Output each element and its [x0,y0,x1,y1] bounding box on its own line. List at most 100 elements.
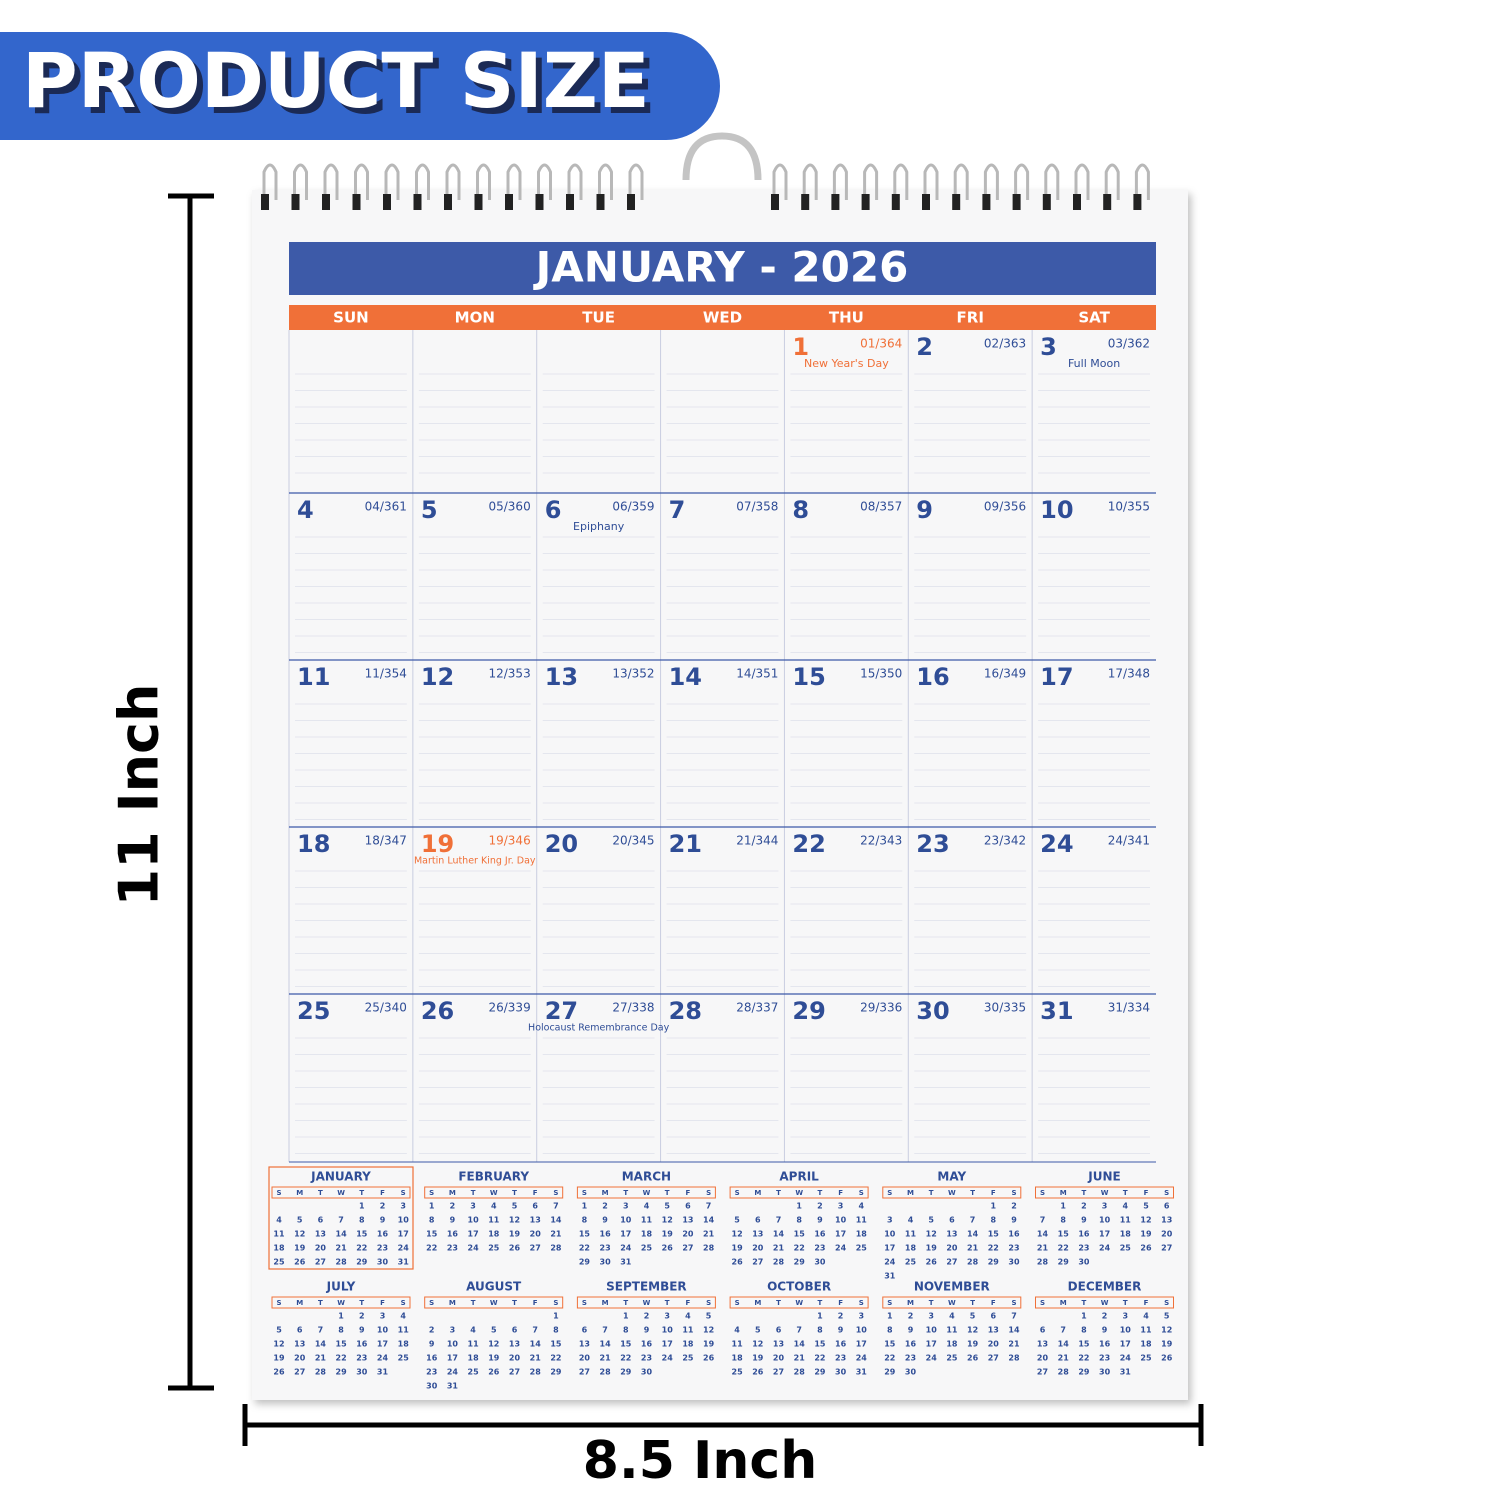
day-of-year: 25/340 [365,1001,407,1015]
mini-day: 1 [429,1202,435,1211]
ring-hole [1012,194,1021,210]
mini-day: 26 [1161,1354,1173,1363]
mini-day: 27 [509,1368,520,1377]
mini-day: 27 [1037,1368,1048,1377]
mini-day: 10 [377,1326,389,1335]
ring-hole [474,194,483,210]
day-number: 29 [792,997,825,1025]
mini-day: 4 [685,1312,691,1321]
mini-day: 19 [294,1244,306,1253]
mini-month-name: OCTOBER [767,1280,831,1294]
ring-hole [771,194,779,210]
ring-hole [413,194,422,210]
mini-day: 6 [318,1216,324,1225]
mini-day: 10 [1099,1216,1111,1225]
mini-weekday: M [449,1189,456,1197]
mini-day: 11 [273,1230,285,1239]
mini-weekday: W [337,1299,345,1307]
mini-month-name: APRIL [779,1170,819,1184]
mini-weekday-box [271,1296,411,1309]
mini-day: 12 [703,1326,714,1335]
mini-weekday: F [838,1299,843,1307]
mini-day: 12 [294,1230,305,1239]
mini-weekday-box [271,1186,411,1199]
mini-day: 1 [338,1312,344,1321]
mini-weekday: S [1011,1299,1016,1307]
day-of-year: 09/356 [984,500,1026,514]
mini-day: 29 [336,1368,348,1377]
mini-weekday: S [1011,1189,1016,1197]
day-note: Martin Luther King Jr. Day [414,856,536,867]
ring [354,163,369,208]
mini-day: 29 [794,1258,806,1267]
mini-weekday: S [401,1299,406,1307]
mini-day: 16 [1099,1340,1111,1349]
mini-day: 2 [359,1312,365,1321]
mini-day: 28 [550,1244,562,1253]
mini-day: 5 [664,1202,670,1211]
mini-day: 29 [579,1258,591,1267]
ring [923,163,939,208]
ring-hole [627,194,635,210]
mini-day: 25 [468,1368,480,1377]
mini-day: 12 [509,1216,520,1225]
mini-day: 24 [884,1258,896,1267]
mini-day: 21 [336,1244,348,1253]
mini-day: 8 [429,1216,435,1225]
mini-day: 30 [835,1368,847,1377]
mini-day: 26 [488,1368,500,1377]
mini-day: 24 [835,1244,847,1253]
mini-weekday: T [970,1189,975,1197]
ring [1074,163,1090,208]
mini-day: 11 [488,1216,500,1225]
mini-day: 23 [1008,1244,1019,1253]
mini-day: 23 [447,1244,458,1253]
mini-day: 18 [1140,1340,1152,1349]
mini-weekday-box [882,1186,1022,1199]
mini-day: 18 [732,1354,744,1363]
mini-day: 3 [623,1202,629,1211]
mini-day: 15 [336,1340,348,1349]
ring [323,163,339,208]
mini-day: 31 [1120,1368,1132,1377]
mini-day: 21 [1037,1244,1049,1253]
mini-weekday: W [490,1189,498,1197]
mini-day: 31 [620,1258,632,1267]
mini-day: 2 [817,1202,823,1211]
mini-weekday: T [512,1189,517,1197]
mini-day: 29 [814,1368,826,1377]
mini-day: 14 [1037,1230,1049,1239]
mini-day: 15 [579,1230,591,1239]
mini-weekday: W [795,1189,803,1197]
mini-day: 24 [398,1244,410,1253]
day-number: 20 [545,830,578,858]
mini-weekday: S [859,1299,864,1307]
mini-day: 18 [946,1340,958,1349]
weekday-label: THU [829,309,864,327]
mini-day: 10 [398,1216,410,1225]
day-number: 14 [669,663,702,691]
mini-month-name: JANUARY [310,1170,371,1184]
mini-weekday: T [318,1189,323,1197]
ring [506,163,522,208]
day-of-year: 29/336 [860,1001,902,1015]
mini-weekday: M [1060,1299,1067,1307]
mini-day: 25 [398,1354,410,1363]
mini-weekday: F [533,1299,538,1307]
mini-day: 22 [988,1244,999,1253]
mini-day: 18 [856,1230,868,1239]
mini-day: 14 [1008,1326,1020,1335]
mini-day: 1 [991,1202,997,1211]
mini-day: 20 [530,1230,542,1239]
day-of-year: 18/347 [365,834,407,848]
mini-day: 2 [1011,1202,1017,1211]
mini-day: 7 [338,1216,344,1225]
mini-day: 4 [734,1326,740,1335]
mini-day: 13 [988,1326,999,1335]
mini-day: 13 [509,1340,520,1349]
mini-day: 9 [1011,1216,1017,1225]
mini-weekday: S [735,1299,740,1307]
mini-weekday: F [533,1189,538,1197]
